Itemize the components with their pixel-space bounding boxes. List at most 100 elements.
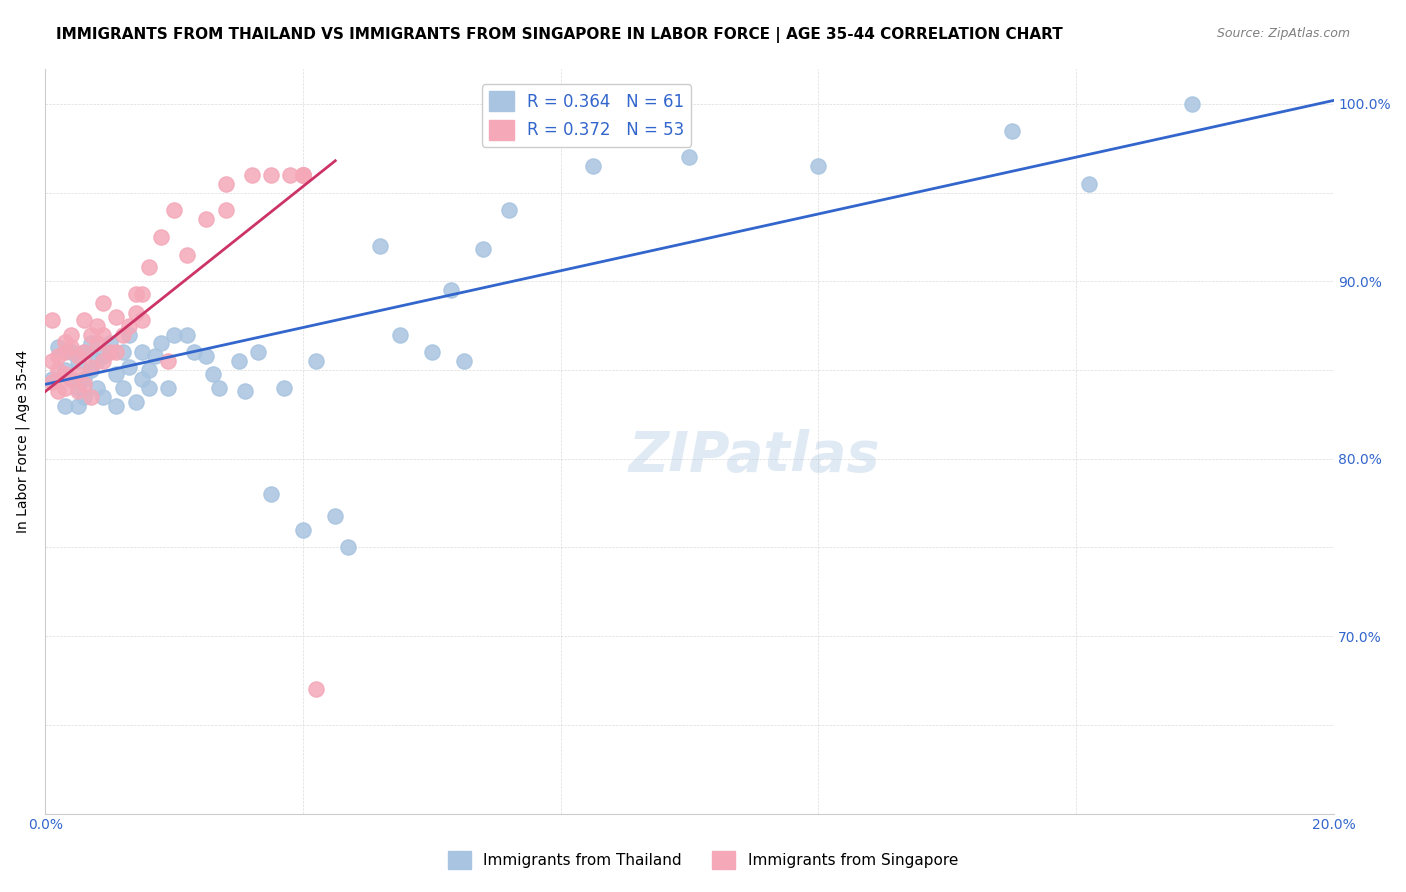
Point: [118, 359, 141, 374]
Point: [79, 359, 101, 374]
Point: [105, 345, 128, 359]
Point: [233, 384, 256, 399]
Point: [73, 345, 96, 359]
Point: [60, 340, 83, 354]
Point: [228, 354, 250, 368]
Point: [124, 395, 146, 409]
Y-axis label: In Labor Force | Age 35-44: In Labor Force | Age 35-44: [15, 350, 30, 533]
Point: [260, 487, 283, 501]
Point: [138, 363, 160, 377]
Point: [79, 327, 101, 342]
Point: [111, 381, 134, 395]
Point: [111, 327, 134, 342]
Point: [105, 310, 128, 324]
Point: [163, 203, 186, 218]
Point: [41, 313, 63, 327]
Point: [41, 376, 63, 390]
Point: [388, 327, 411, 342]
Point: [66, 349, 89, 363]
Point: [156, 381, 179, 395]
Point: [131, 345, 153, 359]
Point: [53, 399, 76, 413]
Point: [292, 523, 315, 537]
Point: [273, 381, 295, 395]
Point: [215, 177, 238, 191]
Point: [66, 354, 89, 368]
Point: [1077, 177, 1099, 191]
Point: [53, 345, 76, 359]
Point: [105, 367, 128, 381]
Point: [60, 372, 83, 386]
Point: [86, 381, 108, 395]
Point: [240, 168, 263, 182]
Point: [246, 345, 269, 359]
Point: [201, 367, 224, 381]
Point: [41, 372, 63, 386]
Point: [138, 381, 160, 395]
Point: [48, 340, 70, 354]
Point: [1181, 97, 1204, 112]
Point: [260, 168, 283, 182]
Point: [79, 390, 101, 404]
Point: [73, 372, 96, 386]
Point: [93, 354, 115, 368]
Point: [143, 349, 166, 363]
Point: [163, 327, 186, 342]
Point: [472, 243, 495, 257]
Point: [53, 334, 76, 349]
Point: [498, 203, 520, 218]
Point: [79, 336, 101, 351]
Point: [66, 367, 89, 381]
Point: [41, 354, 63, 368]
Point: [124, 286, 146, 301]
Point: [195, 349, 218, 363]
Point: [176, 248, 198, 262]
Point: [131, 313, 153, 327]
Point: [60, 327, 83, 342]
Text: Source: ZipAtlas.com: Source: ZipAtlas.com: [1216, 27, 1350, 40]
Point: [98, 336, 121, 351]
Legend: Immigrants from Thailand, Immigrants from Singapore: Immigrants from Thailand, Immigrants fro…: [441, 845, 965, 875]
Point: [53, 363, 76, 377]
Point: [60, 345, 83, 359]
Point: [1000, 123, 1022, 137]
Point: [73, 390, 96, 404]
Point: [183, 345, 205, 359]
Point: [60, 372, 83, 386]
Point: [53, 367, 76, 381]
Point: [440, 283, 463, 297]
Point: [118, 327, 141, 342]
Text: ZIPatlas: ZIPatlas: [628, 429, 880, 483]
Point: [215, 203, 238, 218]
Point: [156, 354, 179, 368]
Point: [66, 384, 89, 399]
Point: [93, 390, 115, 404]
Point: [118, 318, 141, 333]
Point: [111, 345, 134, 359]
Point: [150, 230, 173, 244]
Point: [678, 150, 700, 164]
Point: [453, 354, 475, 368]
Point: [93, 327, 115, 342]
Legend: R = 0.364   N = 61, R = 0.372   N = 53: R = 0.364 N = 61, R = 0.372 N = 53: [482, 85, 690, 146]
Point: [105, 399, 128, 413]
Point: [131, 286, 153, 301]
Point: [48, 384, 70, 399]
Point: [73, 345, 96, 359]
Point: [48, 363, 70, 377]
Point: [86, 354, 108, 368]
Point: [150, 336, 173, 351]
Point: [66, 381, 89, 395]
Point: [195, 212, 218, 227]
Point: [66, 399, 89, 413]
Point: [86, 336, 108, 351]
Point: [208, 381, 231, 395]
Point: [124, 306, 146, 320]
Point: [582, 159, 605, 173]
Point: [292, 168, 315, 182]
Point: [138, 260, 160, 275]
Point: [292, 168, 315, 182]
Point: [79, 363, 101, 377]
Point: [48, 349, 70, 363]
Point: [323, 508, 346, 523]
